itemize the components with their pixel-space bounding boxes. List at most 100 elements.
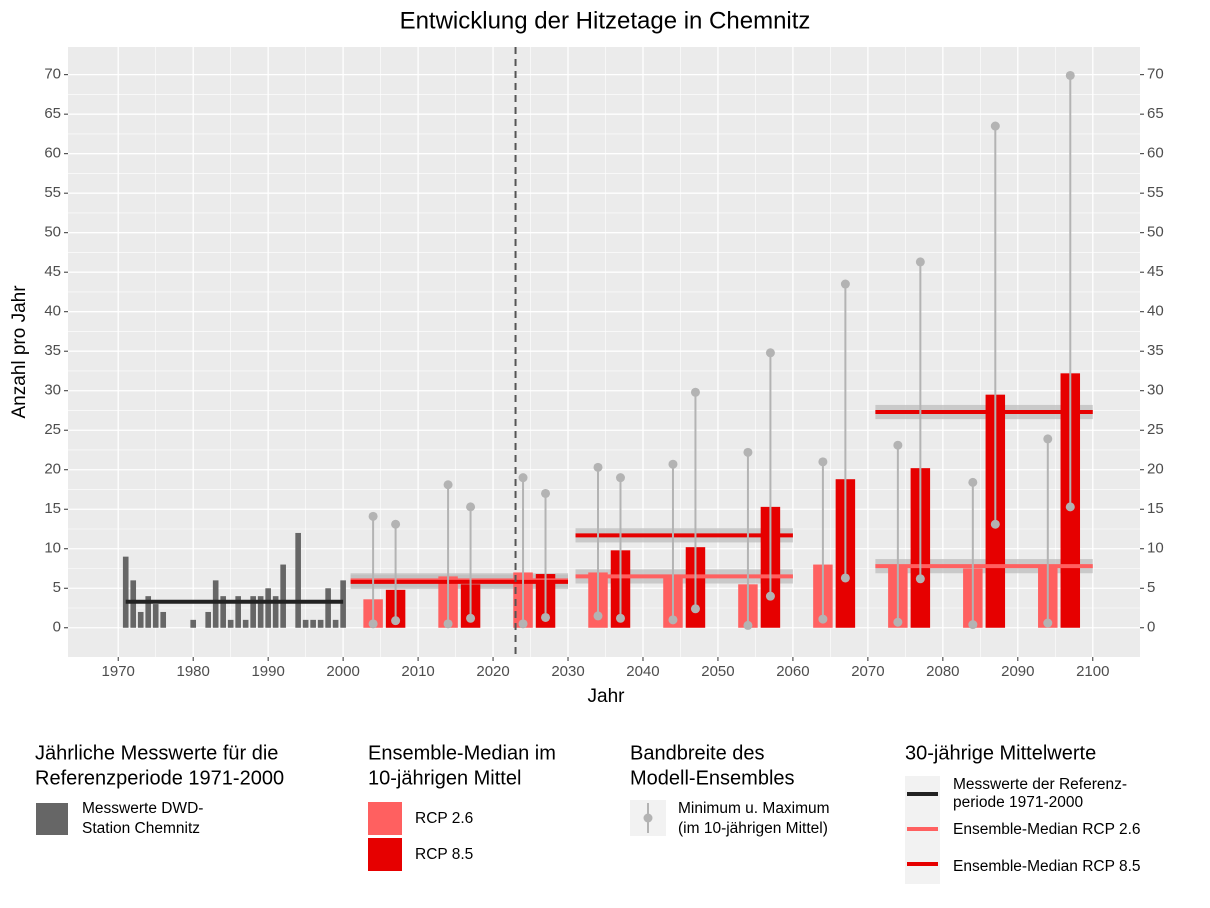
- bar: [190, 619, 197, 628]
- range-max: [1065, 70, 1075, 80]
- range-max: [541, 488, 551, 498]
- bar: [242, 619, 249, 628]
- bar: [317, 619, 324, 628]
- y2-tick-label: 65: [1147, 105, 1164, 122]
- range-max: [915, 257, 925, 267]
- legend-label: Minimum u. Maximum: [678, 800, 830, 817]
- plot-background: [68, 47, 1140, 657]
- x-tick-label: 2010: [401, 663, 434, 680]
- y2-tick-label: 70: [1147, 66, 1164, 83]
- y2-tick-label: 10: [1147, 540, 1164, 557]
- legend-label: RCP 2.6: [415, 810, 473, 827]
- bar: [130, 580, 137, 628]
- y-axis-title: Anzahl pro Jahr: [9, 285, 30, 419]
- x-tick-label: 2070: [851, 663, 884, 680]
- bar: [220, 596, 226, 628]
- y2-tick-label: 30: [1147, 382, 1164, 399]
- bar: [212, 580, 219, 628]
- x-axis-title: Jahr: [588, 686, 626, 707]
- y-tick-label: 30: [44, 382, 61, 399]
- y-tick-label: 45: [44, 263, 61, 280]
- y2-tick-label: 20: [1147, 461, 1164, 478]
- range-min: [593, 611, 603, 621]
- range-max: [893, 440, 903, 450]
- legend-label: Messwerte der Referenz-: [953, 776, 1127, 793]
- bar: [280, 564, 286, 628]
- y-tick-label: 55: [44, 184, 61, 201]
- x-tick-label: 2100: [1076, 663, 1109, 680]
- chart-title: Entwicklung der Hitzetage in Chemnitz: [400, 7, 811, 34]
- y-tick-label: 0: [53, 619, 61, 636]
- range-max: [668, 459, 678, 469]
- y-tick-label: 70: [44, 66, 61, 83]
- bar: [325, 588, 331, 628]
- range-max: [443, 480, 453, 490]
- bar: [310, 619, 316, 628]
- bar: [137, 611, 144, 628]
- legend-key: [36, 803, 68, 835]
- range-min: [668, 615, 678, 625]
- range-max: [593, 462, 603, 472]
- legend-key: [643, 813, 653, 823]
- range-min: [615, 613, 625, 623]
- bar: [257, 596, 264, 628]
- y-tick-label: 60: [44, 145, 61, 162]
- y-tick-label: 50: [44, 224, 61, 241]
- y-tick-label: 20: [44, 461, 61, 478]
- range-min: [443, 619, 453, 629]
- legend-label: (im 10-jährigen Mittel): [678, 820, 828, 837]
- legend-label: periode 1971-2000: [953, 794, 1084, 811]
- bar: [205, 611, 211, 628]
- range-max: [690, 387, 700, 397]
- range-max: [466, 502, 476, 512]
- range-max: [818, 457, 828, 467]
- bar: [265, 588, 271, 628]
- y2-tick-label: 55: [1147, 184, 1164, 201]
- x-tick-label: 1980: [177, 663, 210, 680]
- x-tick-label: 1990: [251, 663, 284, 680]
- legend-label: Station Chemnitz: [82, 820, 200, 837]
- x-tick-label: 2000: [326, 663, 359, 680]
- bar: [302, 619, 309, 628]
- range-min: [690, 604, 700, 614]
- range-min: [818, 614, 828, 624]
- bar: [295, 532, 301, 628]
- bar: [250, 596, 256, 628]
- bar: [272, 596, 279, 628]
- range-min: [765, 591, 775, 601]
- y2-tick-label: 0: [1147, 619, 1155, 636]
- legend-label: Ensemble-Median RCP 2.6: [953, 821, 1141, 838]
- x-tick-label: 2050: [701, 663, 734, 680]
- range-min: [518, 619, 528, 629]
- range-min: [915, 574, 925, 584]
- x-tick-label: 2020: [476, 663, 509, 680]
- y2-tick-label: 35: [1147, 342, 1164, 359]
- range-min: [391, 616, 401, 626]
- y-tick-label: 25: [44, 421, 61, 438]
- legend-title: Ensemble-Median im: [368, 742, 556, 764]
- legend-label: Messwerte DWD-: [82, 800, 203, 817]
- bar: [227, 619, 234, 628]
- bar: [235, 596, 241, 628]
- bar: [160, 611, 167, 628]
- legend-title: 10-jährigen Mittel: [368, 767, 521, 789]
- legend-key: [368, 838, 402, 871]
- range-max: [615, 473, 625, 483]
- x-tick-label: 2030: [551, 663, 584, 680]
- y-tick-label: 10: [44, 540, 61, 557]
- range-min: [893, 617, 903, 627]
- legend-title: Bandbreite des: [630, 742, 765, 764]
- y2-tick-label: 15: [1147, 500, 1164, 517]
- range-max: [1043, 434, 1053, 444]
- legend-key: [368, 802, 402, 835]
- x-tick-label: 2080: [926, 663, 959, 680]
- range-max: [968, 477, 978, 487]
- y2-tick-label: 25: [1147, 421, 1164, 438]
- bar: [332, 619, 339, 628]
- y-tick-label: 40: [44, 303, 61, 320]
- y2-tick-label: 60: [1147, 145, 1164, 162]
- legend-title: Referenzperiode 1971-2000: [35, 767, 284, 789]
- x-tick-label: 2040: [626, 663, 659, 680]
- y-tick-label: 5: [53, 579, 61, 596]
